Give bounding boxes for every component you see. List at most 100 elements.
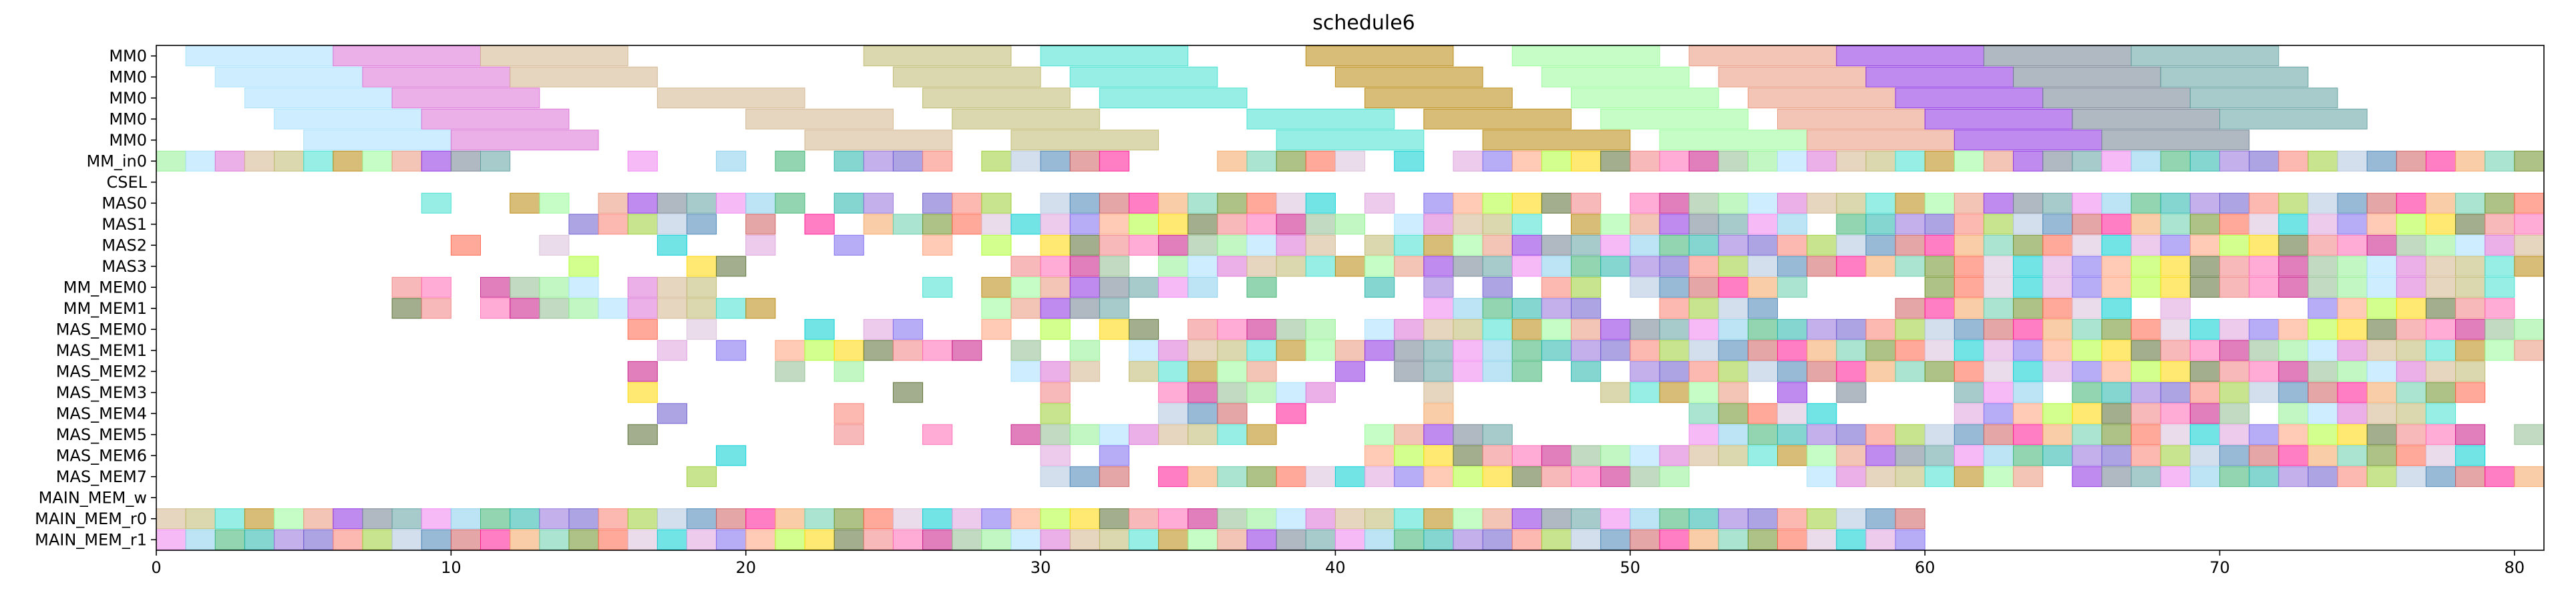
task-bar <box>1069 150 1100 172</box>
task-bar <box>1807 529 1837 550</box>
task-bar <box>2278 256 2309 277</box>
task-bar <box>156 508 186 530</box>
task-bar <box>1777 276 1808 298</box>
task-bar <box>1659 340 1690 361</box>
task-bar <box>2514 424 2545 445</box>
task-bar <box>1954 424 1984 445</box>
task-bar <box>2072 108 2221 130</box>
task-bar <box>2131 150 2161 172</box>
task-bar <box>1895 150 1925 172</box>
task-bar <box>1128 214 1159 235</box>
task-bar <box>568 529 599 550</box>
task-bar <box>1453 508 1483 530</box>
task-bar <box>1364 445 1395 466</box>
task-bar <box>804 340 835 361</box>
task-bar <box>863 192 894 214</box>
task-bar <box>1659 214 1690 235</box>
task-bar <box>1276 150 1306 172</box>
task-bar <box>2072 340 2102 361</box>
task-bar <box>568 298 599 319</box>
task-bar <box>1571 192 1602 214</box>
task-bar <box>1217 192 1248 214</box>
task-bar <box>1158 508 1189 530</box>
task-bar <box>2189 256 2221 277</box>
task-bar <box>2425 276 2456 298</box>
task-bar <box>2101 192 2132 214</box>
task-bar <box>627 214 658 235</box>
task-bar <box>2455 340 2486 361</box>
task-bar <box>2160 361 2191 382</box>
task-bar <box>2013 298 2044 319</box>
task-bar <box>1924 361 1955 382</box>
x-tick-label: 50 <box>1620 558 1641 577</box>
task-bar <box>2308 192 2338 214</box>
task-bar <box>1334 150 1366 172</box>
task-bar <box>981 298 1012 319</box>
task-bar <box>362 529 393 550</box>
task-bar <box>1600 466 1631 487</box>
task-bar <box>1246 466 1277 487</box>
x-tick-label: 80 <box>2505 558 2525 577</box>
task-bar <box>1511 45 1660 67</box>
task-bar <box>1040 382 1071 403</box>
task-bar <box>2455 150 2486 172</box>
task-bar <box>1865 508 1896 530</box>
task-bar <box>1276 403 1306 424</box>
task-bar <box>568 276 599 298</box>
task-bar <box>1158 466 1189 487</box>
task-bar <box>303 150 334 172</box>
task-bar <box>2308 424 2338 445</box>
task-bar <box>510 529 540 550</box>
task-bar <box>1099 234 1129 256</box>
task-bar <box>1983 403 2014 424</box>
task-bar <box>1217 340 1248 361</box>
task-bar <box>1010 130 1159 151</box>
task-bar <box>1511 445 1542 466</box>
task-bar <box>1630 508 1660 530</box>
task-bar <box>2366 298 2397 319</box>
task-bar <box>2425 234 2456 256</box>
task-bar <box>1364 466 1395 487</box>
task-bar <box>1482 192 1513 214</box>
task-bar <box>804 319 835 340</box>
task-bar <box>1983 424 2014 445</box>
task-bar <box>421 508 451 530</box>
task-bar <box>2042 403 2073 424</box>
task-bar <box>716 445 747 466</box>
task-bar <box>1217 466 1248 487</box>
task-bar <box>2160 340 2191 361</box>
task-bar <box>539 508 570 530</box>
task-bar <box>1836 424 1867 445</box>
task-bar <box>1836 529 1867 550</box>
task-bar <box>1747 529 1778 550</box>
task-bar <box>2013 66 2161 87</box>
task-bar <box>863 319 894 340</box>
task-bar <box>952 192 982 214</box>
task-bar <box>1600 382 1631 403</box>
task-bar <box>2485 256 2515 277</box>
y-tick-label: MM0 <box>109 110 147 128</box>
task-bar <box>1630 234 1660 256</box>
task-bar <box>2042 340 2073 361</box>
task-bar <box>2189 424 2221 445</box>
task-bar <box>2101 340 2132 361</box>
task-bar <box>686 298 717 319</box>
task-bar <box>1688 319 1719 340</box>
task-bar <box>1954 276 1984 298</box>
task-bar <box>2160 276 2191 298</box>
task-bar <box>2219 424 2250 445</box>
task-bar <box>1511 529 1542 550</box>
task-bar <box>892 508 924 530</box>
task-bar <box>2337 466 2368 487</box>
task-bar <box>1217 319 1248 340</box>
task-bar <box>1924 192 1955 214</box>
task-bar <box>2396 424 2426 445</box>
task-bar <box>1394 214 1425 235</box>
task-bar <box>2101 319 2132 340</box>
task-bar <box>362 150 393 172</box>
task-bar <box>1541 298 1572 319</box>
y-tick-label: MAIN_MEM_r1 <box>35 530 147 549</box>
task-bar <box>1924 214 1955 235</box>
task-bar <box>1010 361 1041 382</box>
task-bar <box>1482 234 1513 256</box>
